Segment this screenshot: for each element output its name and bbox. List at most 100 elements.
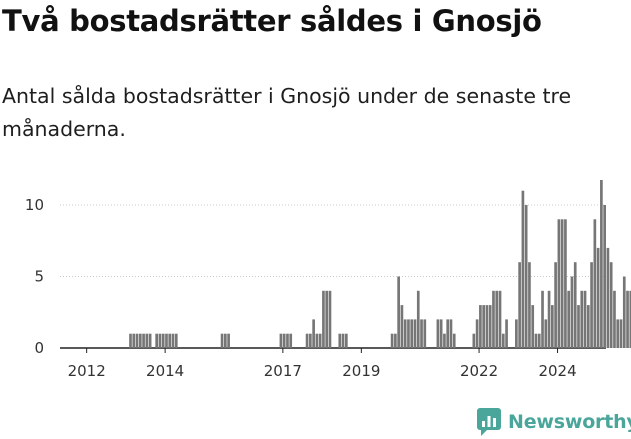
brand-name: Newsworthy: [508, 411, 631, 433]
bar: [436, 319, 440, 348]
bar: [557, 219, 561, 348]
bar: [488, 305, 492, 348]
bar: [541, 290, 544, 348]
bar: [482, 305, 485, 348]
bar: [390, 333, 394, 348]
bar: [603, 205, 606, 348]
bar: [551, 305, 554, 348]
bar: [161, 333, 165, 348]
bar: [443, 333, 446, 348]
bar: [289, 333, 293, 348]
bar: [227, 333, 230, 348]
x-tick-label: 2017: [264, 362, 302, 380]
y-tick-label: 0: [34, 339, 44, 357]
bar: [505, 319, 508, 348]
bar: [168, 333, 172, 348]
bar: [475, 319, 479, 348]
bar: [341, 333, 345, 348]
bar: [524, 205, 528, 348]
bar: [554, 262, 557, 348]
bar: [544, 319, 548, 348]
y-tick-label: 10: [25, 196, 44, 214]
bar: [407, 319, 410, 348]
bar: [583, 290, 587, 348]
bar: [400, 305, 404, 348]
bar: [155, 333, 158, 348]
bar: [220, 333, 224, 348]
bar: [142, 333, 145, 348]
bar: [534, 333, 538, 348]
bar: [560, 219, 564, 348]
bar: [135, 333, 139, 348]
bar: [626, 290, 629, 348]
bar: [129, 333, 132, 348]
bar: [410, 319, 414, 348]
bar: [570, 276, 574, 348]
newsworthy-brand: Newsworthy: [476, 406, 631, 438]
bar: [619, 319, 623, 348]
bar: [629, 290, 631, 348]
bar: [416, 290, 420, 348]
bar: [567, 290, 571, 348]
bar: [325, 290, 329, 348]
bar: [622, 276, 626, 348]
bar: [580, 290, 584, 348]
bar: [171, 333, 175, 348]
bar: [596, 247, 600, 348]
bar: [286, 333, 289, 348]
bar: [449, 319, 453, 348]
chart-title: Två bostadsrätter såldes i Gnosjö: [2, 4, 542, 38]
bar: [413, 319, 417, 348]
bar: [394, 333, 397, 348]
bar: [586, 305, 590, 348]
bar: [501, 333, 505, 348]
bar: [158, 333, 162, 348]
bar: [338, 333, 342, 348]
bar: [279, 333, 283, 348]
bar: [472, 333, 476, 348]
bar: [498, 290, 502, 348]
bar: [573, 262, 577, 348]
bar: [528, 262, 531, 348]
bar: [515, 319, 518, 348]
x-tick-label: 2014: [146, 362, 184, 380]
bar: [590, 262, 593, 348]
bar: [328, 290, 332, 348]
bar: [446, 319, 450, 348]
bar: [309, 333, 312, 348]
bar: [521, 190, 525, 348]
bar: [452, 333, 456, 348]
bar: [318, 333, 322, 348]
bar: [485, 305, 489, 348]
bar: [305, 333, 309, 348]
bar: [403, 319, 407, 348]
bar: [145, 333, 149, 348]
bar: [531, 305, 535, 348]
bar: [423, 319, 427, 348]
newsworthy-logo-icon: [477, 408, 501, 436]
bar: [564, 219, 567, 348]
bar-chart: 05102201220142017201920222024: [25, 180, 631, 380]
bar: [439, 319, 443, 348]
bar: [420, 319, 423, 348]
bar: [344, 333, 348, 348]
x-tick-label: 2022: [460, 362, 498, 380]
y-tick-label: 5: [34, 268, 44, 286]
bar: [315, 333, 319, 348]
bar: [282, 333, 286, 348]
bar: [613, 290, 616, 348]
bar: [165, 333, 168, 348]
bar: [593, 219, 597, 348]
bar: [616, 319, 620, 348]
bar: [312, 319, 315, 348]
bar: [148, 333, 152, 348]
bar: [606, 247, 610, 348]
bar: [537, 333, 541, 348]
bar: [224, 333, 227, 348]
x-tick-label: 2019: [342, 362, 380, 380]
x-tick-label: 2012: [68, 362, 106, 380]
bar: [495, 290, 499, 348]
bar: [577, 305, 580, 348]
bar: [479, 305, 482, 348]
bar: [138, 333, 142, 348]
